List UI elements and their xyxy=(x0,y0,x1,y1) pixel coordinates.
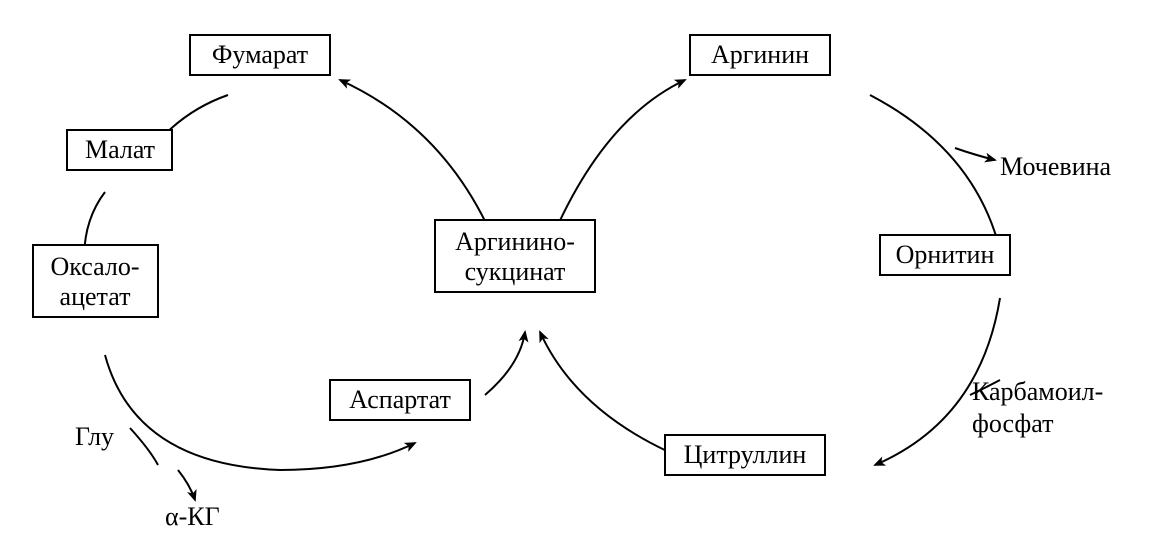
label-carbamoyl-1: Карбамоил- xyxy=(972,377,1103,406)
tick-glu-in xyxy=(130,428,158,465)
label-akg: α-КГ xyxy=(165,502,220,531)
node-argsucc-label-1: Аргинино- xyxy=(455,227,575,256)
node-argsucc-label-2: сукцинат xyxy=(465,257,566,286)
node-malate-label: Малат xyxy=(85,135,155,164)
node-citrulline-label: Цитруллин xyxy=(684,440,807,469)
label-glu: Глу xyxy=(75,422,114,451)
urea-cycle-diagram: Фумарат Малат Оксало- ацетат Аспартат Ар… xyxy=(0,0,1170,553)
edge-aspartate-argsucc xyxy=(485,332,525,395)
edge-arginine-ornithine xyxy=(870,95,1000,250)
node-oxaloacetate-label-2: ацетат xyxy=(60,282,131,311)
node-aspartate-label: Аспартат xyxy=(349,385,451,414)
node-arginine-label: Аргинин xyxy=(711,40,809,69)
tick-urea-out xyxy=(955,148,995,160)
tick-akg-out xyxy=(178,470,195,500)
node-ornithine-label: Орнитин xyxy=(896,240,995,269)
node-oxaloacetate-label-1: Оксало- xyxy=(50,252,139,281)
node-fumarate-label: Фумарат xyxy=(212,40,308,69)
label-carbamoyl-2: фосфат xyxy=(972,409,1053,438)
label-urea: Мочевина xyxy=(1000,152,1112,181)
